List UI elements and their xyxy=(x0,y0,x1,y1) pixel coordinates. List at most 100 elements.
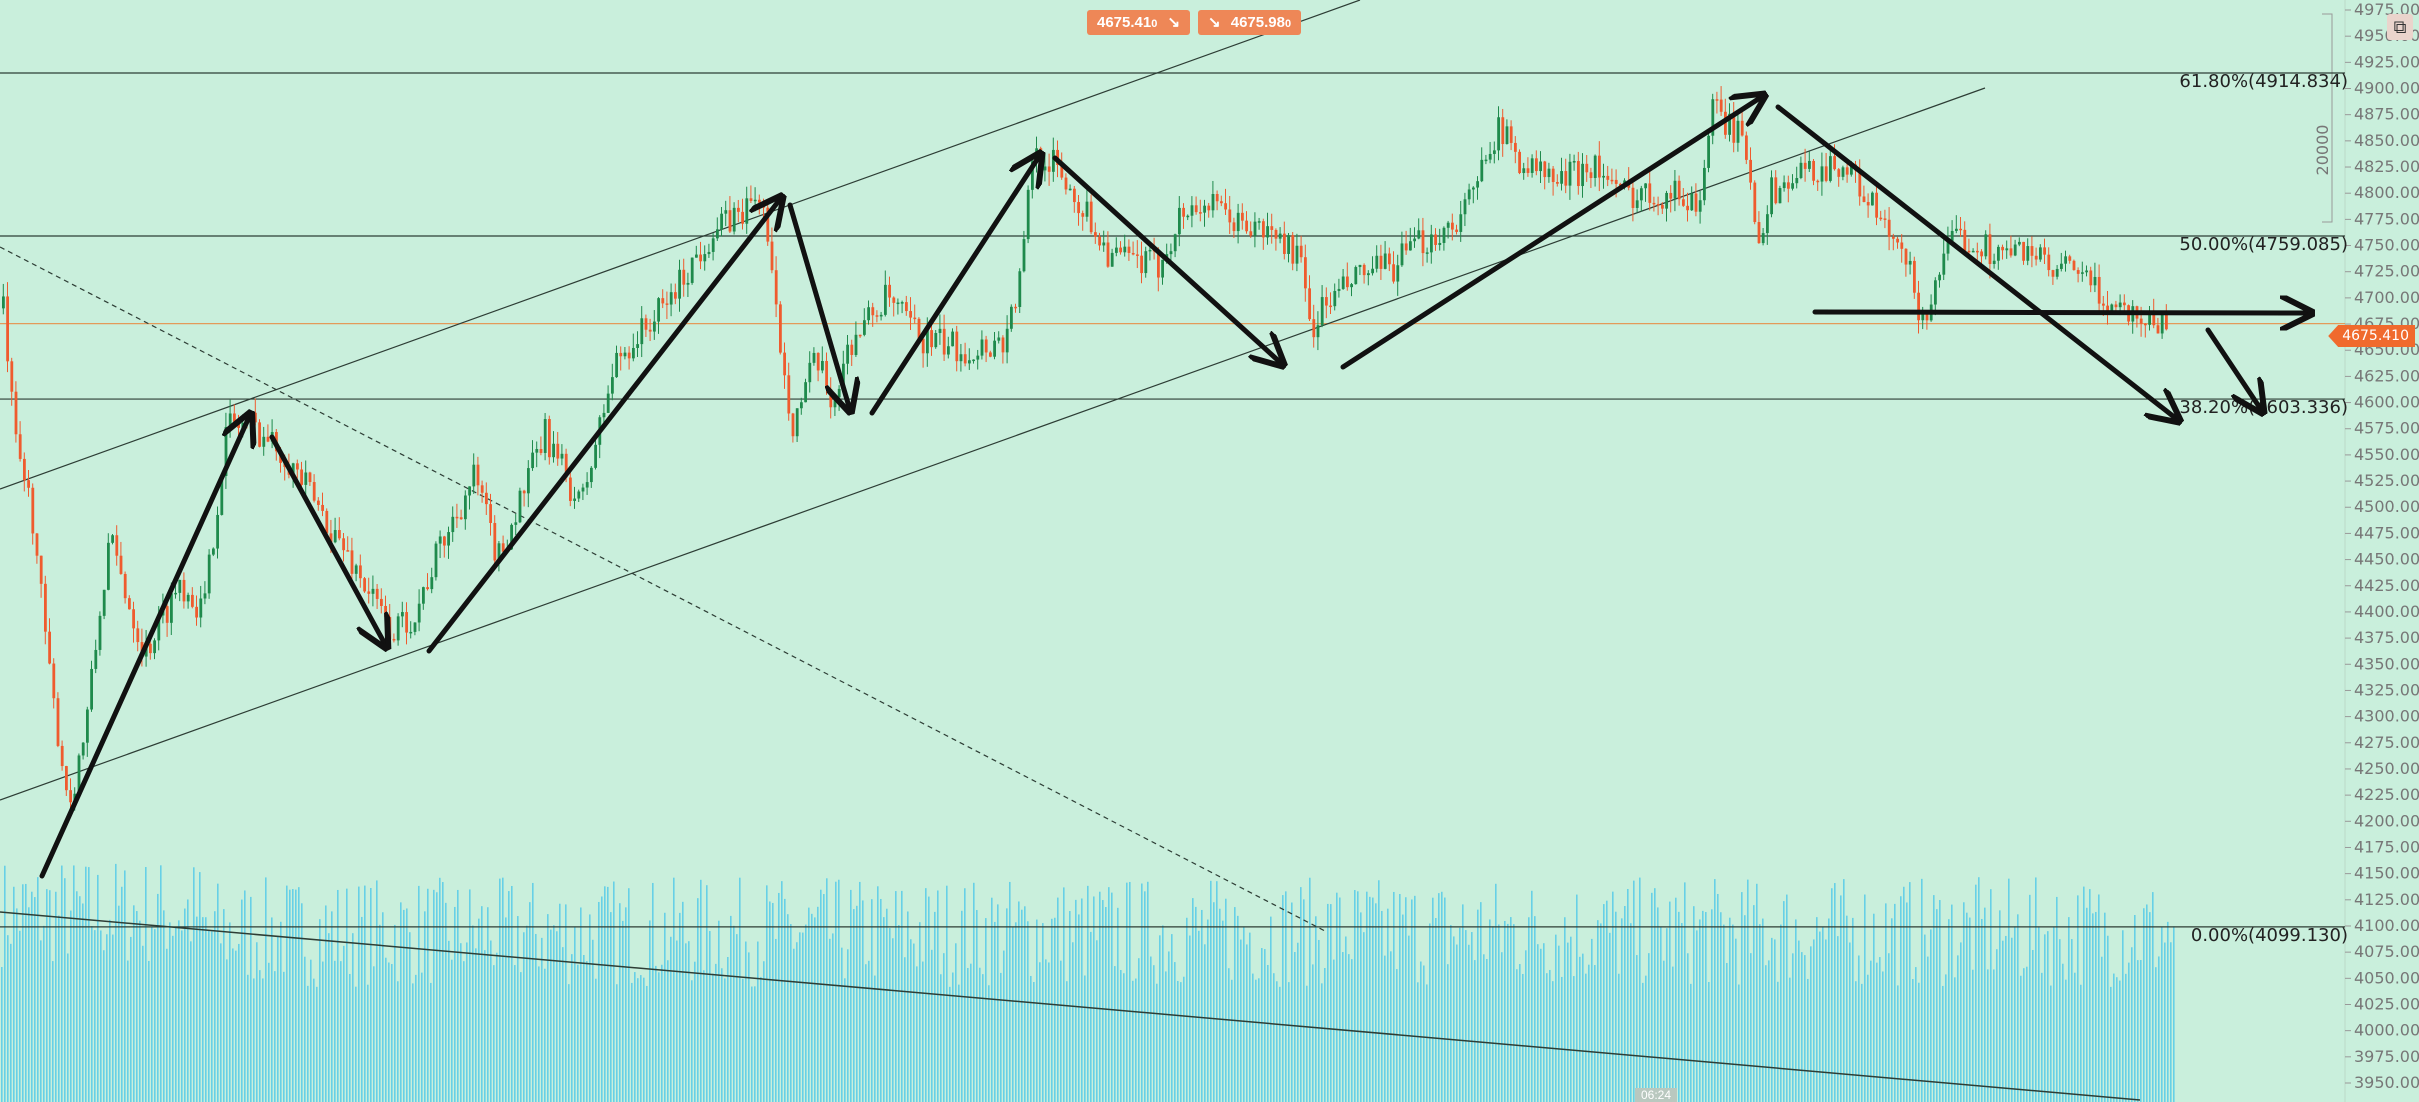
trend-arrow xyxy=(1812,312,2310,313)
candle-body xyxy=(678,269,681,299)
candle-body xyxy=(1892,236,1895,239)
volume-bar xyxy=(2116,977,2118,1102)
candle-body xyxy=(170,593,173,623)
volume-bar xyxy=(43,925,45,1102)
candle-body xyxy=(1211,194,1215,211)
candle-body xyxy=(220,475,224,515)
volume-bar xyxy=(979,967,981,1102)
volume-bar xyxy=(520,972,522,1102)
volume-bar xyxy=(415,974,417,1102)
candle-body xyxy=(1287,235,1290,254)
candle-body xyxy=(90,668,93,710)
volume-bar xyxy=(211,931,213,1102)
price-tick-label: 4625.00 xyxy=(2354,366,2419,385)
volume-bar xyxy=(1159,935,1161,1102)
candle-body xyxy=(1089,201,1093,233)
candle-body xyxy=(1581,163,1584,187)
volume-bar xyxy=(1546,973,1548,1102)
candle-body xyxy=(1875,192,1878,218)
candle-body xyxy=(1354,267,1358,285)
volume-bar xyxy=(1930,929,1932,1102)
volume-bar xyxy=(355,986,357,1102)
buy-button[interactable]: ↘ 4675.980 xyxy=(1198,10,1302,35)
candle-body xyxy=(367,591,371,594)
candle-body xyxy=(1341,276,1345,289)
candle-body xyxy=(1837,169,1841,177)
volume-bar xyxy=(1768,960,1770,1102)
volume-bar xyxy=(166,948,168,1102)
candle-body xyxy=(464,495,467,520)
volume-bar xyxy=(1984,907,1986,1102)
candle-body xyxy=(1472,187,1475,190)
volume-bar xyxy=(949,986,951,1102)
candle-body xyxy=(1421,230,1425,254)
candle-body xyxy=(1333,290,1337,307)
candle-body xyxy=(1375,255,1379,269)
volume-bar xyxy=(2050,985,2052,1102)
volume-bar xyxy=(1915,967,1917,1102)
candle-body xyxy=(1900,242,1904,249)
candle-body xyxy=(711,238,715,252)
volume-bar xyxy=(745,941,747,1102)
candle-body xyxy=(1997,246,2000,261)
candle-body xyxy=(1253,221,1257,236)
candle-body xyxy=(1908,260,1912,265)
volume-bar xyxy=(1108,887,1110,1102)
sell-button[interactable]: 4675.410 ↘ xyxy=(1087,10,1191,35)
candle-body xyxy=(107,542,110,590)
price-tick-label: 4825.00 xyxy=(2354,157,2419,176)
volume-bar xyxy=(616,984,618,1102)
volume-bar xyxy=(61,865,63,1102)
buy-price-suffix: 0 xyxy=(1284,18,1292,30)
volume-bar xyxy=(1258,978,1260,1102)
volume-bar xyxy=(1414,895,1416,1102)
candle-body xyxy=(350,550,354,574)
candle-body xyxy=(1862,196,1866,203)
volume-bar xyxy=(2110,986,2112,1102)
candle-body xyxy=(2055,268,2059,277)
volume-bar xyxy=(685,943,687,1102)
volume-bar xyxy=(1603,904,1605,1102)
candle-body xyxy=(1161,259,1164,278)
candle-body xyxy=(258,422,261,447)
volume-bar xyxy=(2098,894,2100,1102)
candle-body xyxy=(1934,280,1937,305)
volume-bar xyxy=(1429,923,1431,1102)
volume-bar xyxy=(970,963,972,1102)
candle-body xyxy=(2060,263,2063,269)
candle-body xyxy=(1400,243,1404,266)
candle-body xyxy=(774,270,778,305)
candle-body xyxy=(787,375,791,414)
volume-bar xyxy=(334,960,336,1102)
price-tick-label: 4600.00 xyxy=(2354,393,2419,412)
candle-body xyxy=(791,413,795,437)
volume-bar xyxy=(1972,969,1974,1102)
volume-bar xyxy=(1786,894,1788,1102)
volume-bar xyxy=(412,983,414,1102)
price-tick-label: 4325.00 xyxy=(2354,680,2419,699)
volume-bar xyxy=(2038,927,2040,1102)
candle-body xyxy=(2,296,5,309)
volume-bar xyxy=(1882,971,1884,1102)
volume-bar xyxy=(1996,949,1998,1102)
candle-body xyxy=(644,318,648,330)
volume-bar xyxy=(2137,960,2139,1102)
volume-bar xyxy=(1402,914,1404,1102)
volume-bar xyxy=(850,889,852,1102)
volume-bar xyxy=(1573,976,1575,1102)
volume-bar xyxy=(592,939,594,1102)
volume-bar xyxy=(760,976,762,1102)
candle-body xyxy=(1820,166,1824,182)
candle-body xyxy=(1824,166,1828,181)
volume-bar xyxy=(796,942,798,1102)
volume-bar xyxy=(1798,940,1800,1102)
candle-body xyxy=(1005,328,1009,353)
popout-icon[interactable]: ⧉ xyxy=(2387,14,2413,40)
volume-bar xyxy=(532,882,534,1102)
candle-body xyxy=(132,609,135,629)
volume-bar xyxy=(553,925,555,1102)
volume-bar xyxy=(682,901,684,1102)
candle-body xyxy=(1976,250,1979,253)
